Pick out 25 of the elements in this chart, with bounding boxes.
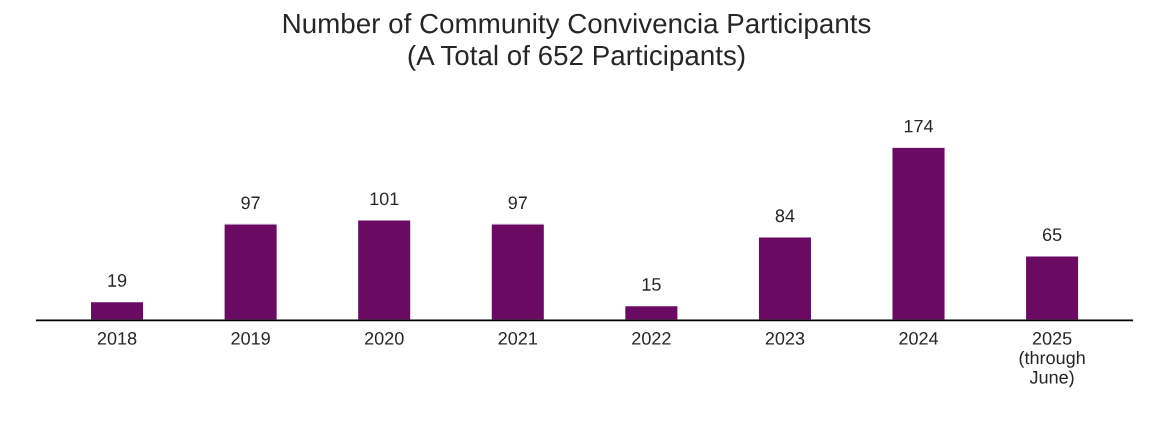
data-label: 174 [904, 119, 934, 133]
bar [89, 300, 145, 321]
bar [623, 304, 679, 321]
data-label: 19 [108, 274, 127, 287]
bar [757, 236, 813, 321]
bar [490, 223, 546, 321]
bar [891, 147, 946, 321]
data-label: 97 [508, 196, 527, 210]
data-label: 15 [642, 278, 661, 291]
x-tick-label: 2023 [765, 332, 805, 345]
x-tick-label: 2025 (through June) [1019, 332, 1085, 388]
data-label: 65 [1042, 228, 1062, 242]
bar [356, 219, 412, 321]
data-label: 97 [241, 196, 260, 210]
x-tick-label: 2024 [899, 332, 939, 345]
x-tick-label: 2020 [365, 332, 404, 345]
x-tick-label: 2022 [632, 332, 671, 345]
x-tick-label: 2019 [231, 332, 270, 345]
x-tick-label: 2021 [498, 332, 537, 345]
chart-title: Number of Community Convivencia Participants (A Total of 652 Participants) [283, 12, 871, 71]
x-tick-label: 2018 [97, 332, 137, 345]
bar [223, 223, 279, 321]
data-label: 84 [775, 209, 795, 223]
bar [1024, 255, 1080, 321]
data-label: 101 [370, 192, 399, 206]
